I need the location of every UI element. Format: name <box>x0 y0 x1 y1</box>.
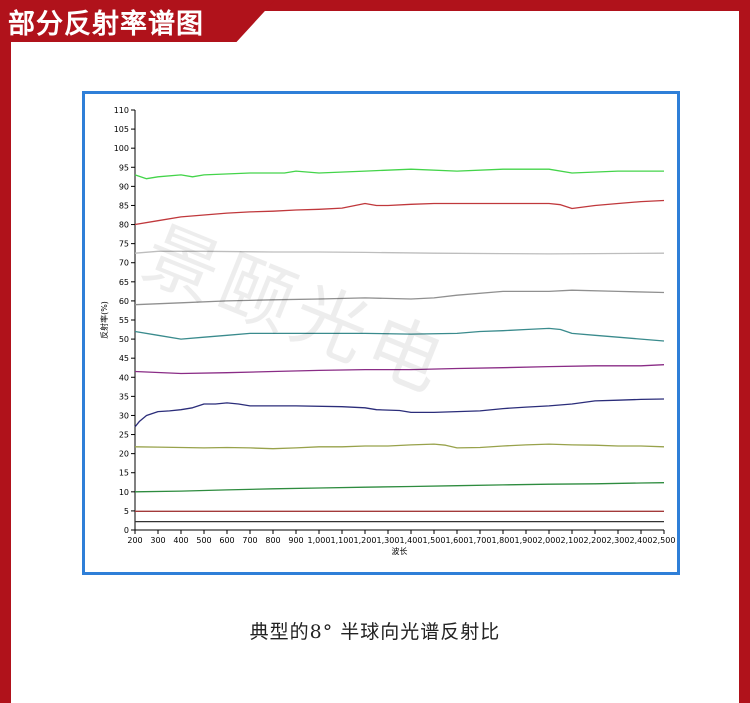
page-title: 部分反射率谱图 <box>8 9 204 40</box>
x-tick-label: 2,300 <box>607 536 630 545</box>
y-tick-label: 50 <box>119 335 129 344</box>
top-red-bar <box>0 0 750 11</box>
y-tick-label: 25 <box>119 431 129 440</box>
y-tick-label: 15 <box>119 469 129 478</box>
y-tick-label: 45 <box>119 354 129 363</box>
series-line-4 <box>134 289 665 306</box>
y-tick-label: 85 <box>119 201 129 210</box>
x-tick-label: 2,200 <box>584 536 607 545</box>
x-tick-label: 1,500 <box>423 536 446 545</box>
axes-layer: 0 5 10 15 20 25 30 35 40 45 50 55 60 65 70 75 80 85 90 95 10… <box>114 106 676 545</box>
y-tick-label: 70 <box>119 259 129 268</box>
right-red-border <box>739 0 750 703</box>
y-tick-label: 10 <box>119 488 129 497</box>
series-line-5 <box>134 327 665 342</box>
x-tick-label: 1,800 <box>492 536 515 545</box>
x-tick-label: 800 <box>265 536 280 545</box>
series-line-9 <box>134 482 665 493</box>
x-tick-label: 200 <box>127 536 142 545</box>
chart-frame: 0 5 10 15 20 25 30 35 40 45 50 55 60 65 70 75 80 85 90 95 10… <box>82 91 680 575</box>
y-tick-label: 5 <box>124 507 129 516</box>
x-tick-label: 1,000 <box>308 536 331 545</box>
x-tick-label: 600 <box>219 536 234 545</box>
x-tick-label: 2,000 <box>538 536 561 545</box>
y-tick-label: 30 <box>119 411 129 420</box>
y-tick-label: 95 <box>119 163 129 172</box>
series-line-8 <box>134 443 665 450</box>
y-tick-label: 90 <box>119 182 129 191</box>
x-tick-label: 2,400 <box>630 536 653 545</box>
x-tick-label: 300 <box>150 536 165 545</box>
y-tick-label: 110 <box>114 106 129 115</box>
series-line-6 <box>134 364 665 375</box>
series-layer <box>134 168 665 523</box>
title-banner: 部分反射率谱图 <box>0 0 275 42</box>
x-tick-label: 1,400 <box>400 536 423 545</box>
y-tick-label: 100 <box>114 144 129 153</box>
reflectance-chart: 0 5 10 15 20 25 30 35 40 45 50 55 60 65 70 75 80 85 90 95 10… <box>99 106 676 556</box>
x-tick-label: 1,700 <box>469 536 492 545</box>
x-tick-label: 2,500 <box>653 536 676 545</box>
y-tick-label: 105 <box>114 125 129 134</box>
y-tick-label: 60 <box>119 297 129 306</box>
y-tick-label: 0 <box>124 526 129 535</box>
x-tick-label: 500 <box>196 536 211 545</box>
y-tick-label: 75 <box>119 240 129 249</box>
chart-caption: 典型的8° 半球向光谱反射比 <box>249 621 501 643</box>
y-tick-label: 40 <box>119 373 129 382</box>
x-tick-label: 900 <box>288 536 303 545</box>
x-axis-label: 波长 <box>392 546 408 556</box>
series-line-2 <box>134 199 665 226</box>
y-tick-label: 65 <box>119 278 129 287</box>
x-tick-label: 1,200 <box>354 536 377 545</box>
x-tick-label: 1,300 <box>377 536 400 545</box>
left-red-border <box>0 0 11 703</box>
series-line-1 <box>134 168 664 180</box>
x-tick-label: 1,900 <box>515 536 538 545</box>
x-tick-label: 700 <box>242 536 257 545</box>
y-tick-label: 20 <box>119 450 129 459</box>
series-line-7 <box>134 398 665 428</box>
y-tick-label: 35 <box>119 392 129 401</box>
y-tick-label: 55 <box>119 316 129 325</box>
y-tick-label: 80 <box>119 221 129 230</box>
y-axis-label: 反射率(%) <box>99 301 109 339</box>
x-tick-label: 400 <box>173 536 188 545</box>
x-tick-label: 1,600 <box>446 536 469 545</box>
x-tick-label: 1,100 <box>331 536 354 545</box>
series-line-3 <box>134 250 665 255</box>
x-tick-label: 2,100 <box>561 536 584 545</box>
